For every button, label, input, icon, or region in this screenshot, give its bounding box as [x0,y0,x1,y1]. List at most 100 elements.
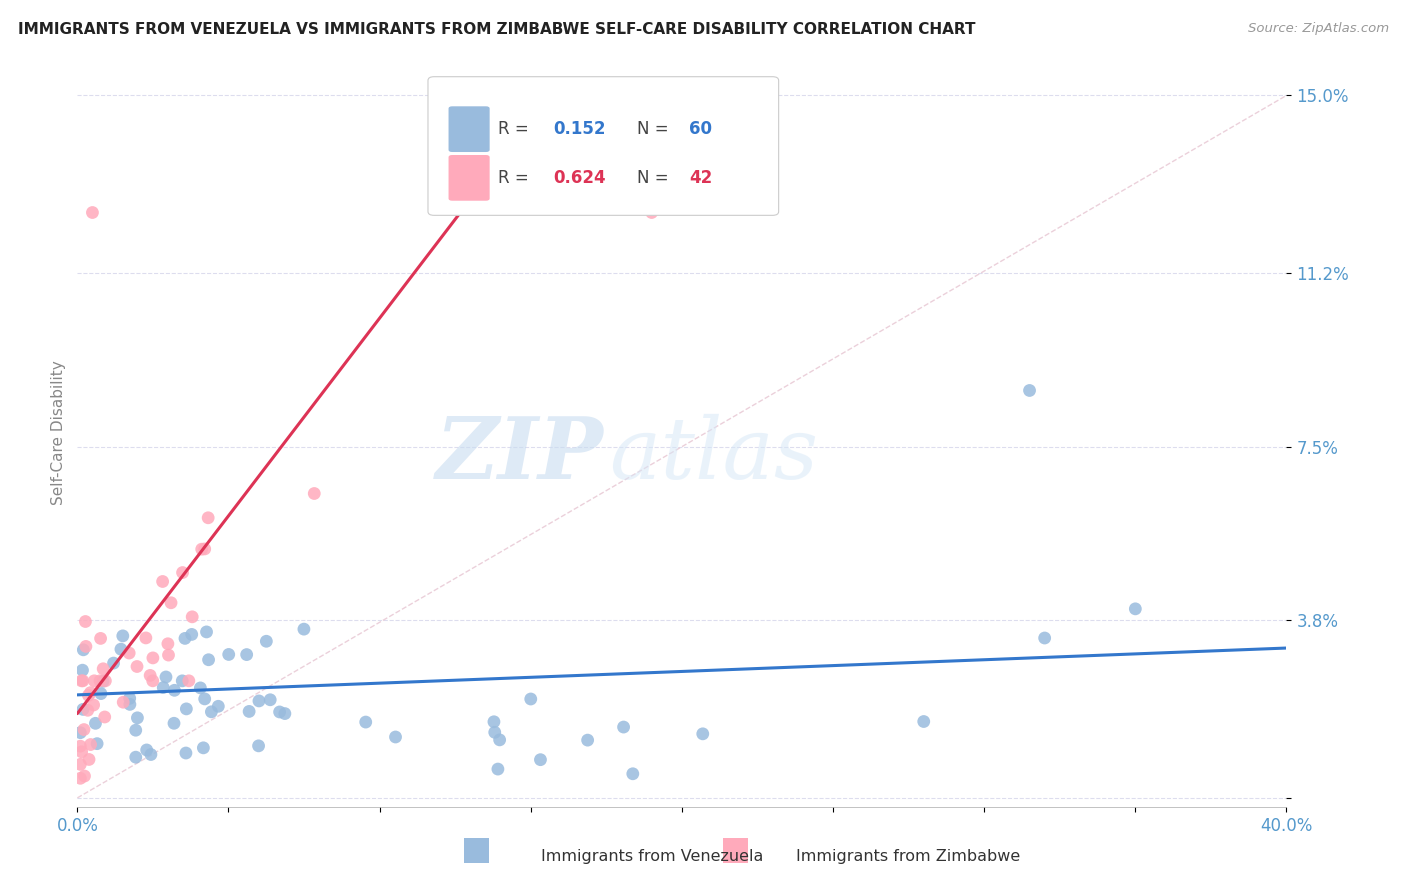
Point [194,541,217,556]
Y-axis label: Self-Care Disability: Self-Care Disability [51,360,66,505]
Point [200,705,222,719]
Text: R =: R = [498,169,534,186]
Point [127,711,149,725]
Point [89,673,111,688]
Point [75,640,97,654]
Point [118,646,141,660]
Point [110,642,132,657]
Point [207,699,229,714]
Point [482,714,505,729]
Point [83,698,105,712]
Text: 42: 42 [689,169,713,186]
Point [94,673,117,688]
Text: 0.152: 0.152 [554,120,606,138]
Point [692,727,714,741]
Point [197,510,219,524]
Point [176,702,198,716]
Point [180,627,202,641]
Text: Immigrants from Venezuela: Immigrants from Venezuela [541,849,763,863]
Point [160,596,183,610]
Point [90,687,112,701]
Point [69,757,91,772]
Point [197,653,219,667]
Point [118,698,141,712]
Text: 0.624: 0.624 [554,169,606,186]
FancyBboxPatch shape [449,106,489,152]
Point [190,542,212,557]
Point [486,762,509,776]
Point [72,702,94,716]
Point [91,662,114,676]
Point [72,642,94,657]
FancyBboxPatch shape [449,155,489,201]
Point [641,205,664,219]
Point [75,615,97,629]
Point [91,674,114,689]
Point [70,745,93,759]
Point [135,743,157,757]
Point [520,692,543,706]
Point [79,685,101,699]
Point [118,691,141,706]
Point [172,566,194,580]
Point [142,651,165,665]
Point [529,753,551,767]
Point [259,692,281,706]
Point [181,610,204,624]
Point [139,747,162,762]
Text: R =: R = [498,120,534,138]
Text: ZIP: ZIP [436,413,603,497]
Point [193,740,215,755]
Point [172,673,194,688]
Point [247,694,270,708]
Text: 60: 60 [689,120,713,138]
Text: N =: N = [637,169,673,186]
Point [274,706,297,721]
Point [111,629,134,643]
Text: IMMIGRANTS FROM VENEZUELA VS IMMIGRANTS FROM ZIMBABWE SELF-CARE DISABILITY CORRE: IMMIGRANTS FROM VENEZUELA VS IMMIGRANTS … [18,22,976,37]
Point [195,624,218,639]
Point [384,730,406,744]
Point [72,673,94,688]
Point [84,716,107,731]
Text: atlas: atlas [609,414,818,497]
Point [69,739,91,754]
Point [912,714,935,729]
Point [174,746,197,760]
Point [70,673,93,688]
Point [77,752,100,766]
Text: N =: N = [637,120,673,138]
Point [86,737,108,751]
Point [218,648,240,662]
Point [69,772,91,786]
Point [1018,384,1040,398]
Point [73,769,96,783]
Point [125,723,148,738]
Point [156,637,179,651]
Point [139,668,162,682]
Point [576,733,599,747]
Text: Source: ZipAtlas.com: Source: ZipAtlas.com [1249,22,1389,36]
Point [152,681,174,695]
Point [90,632,112,646]
Point [72,663,94,677]
Point [125,750,148,764]
Point [73,723,96,737]
Point [77,689,100,703]
Point [103,656,125,670]
Point [135,631,157,645]
Point [155,670,177,684]
Point [621,766,644,780]
Point [163,683,186,698]
Point [76,703,98,717]
Point [247,739,270,753]
Point [1033,631,1056,645]
Point [83,673,105,688]
Point [93,710,115,724]
Point [488,732,510,747]
Point [174,632,197,646]
Point [152,574,174,589]
Point [194,692,217,706]
Point [238,705,260,719]
Point [69,725,91,739]
